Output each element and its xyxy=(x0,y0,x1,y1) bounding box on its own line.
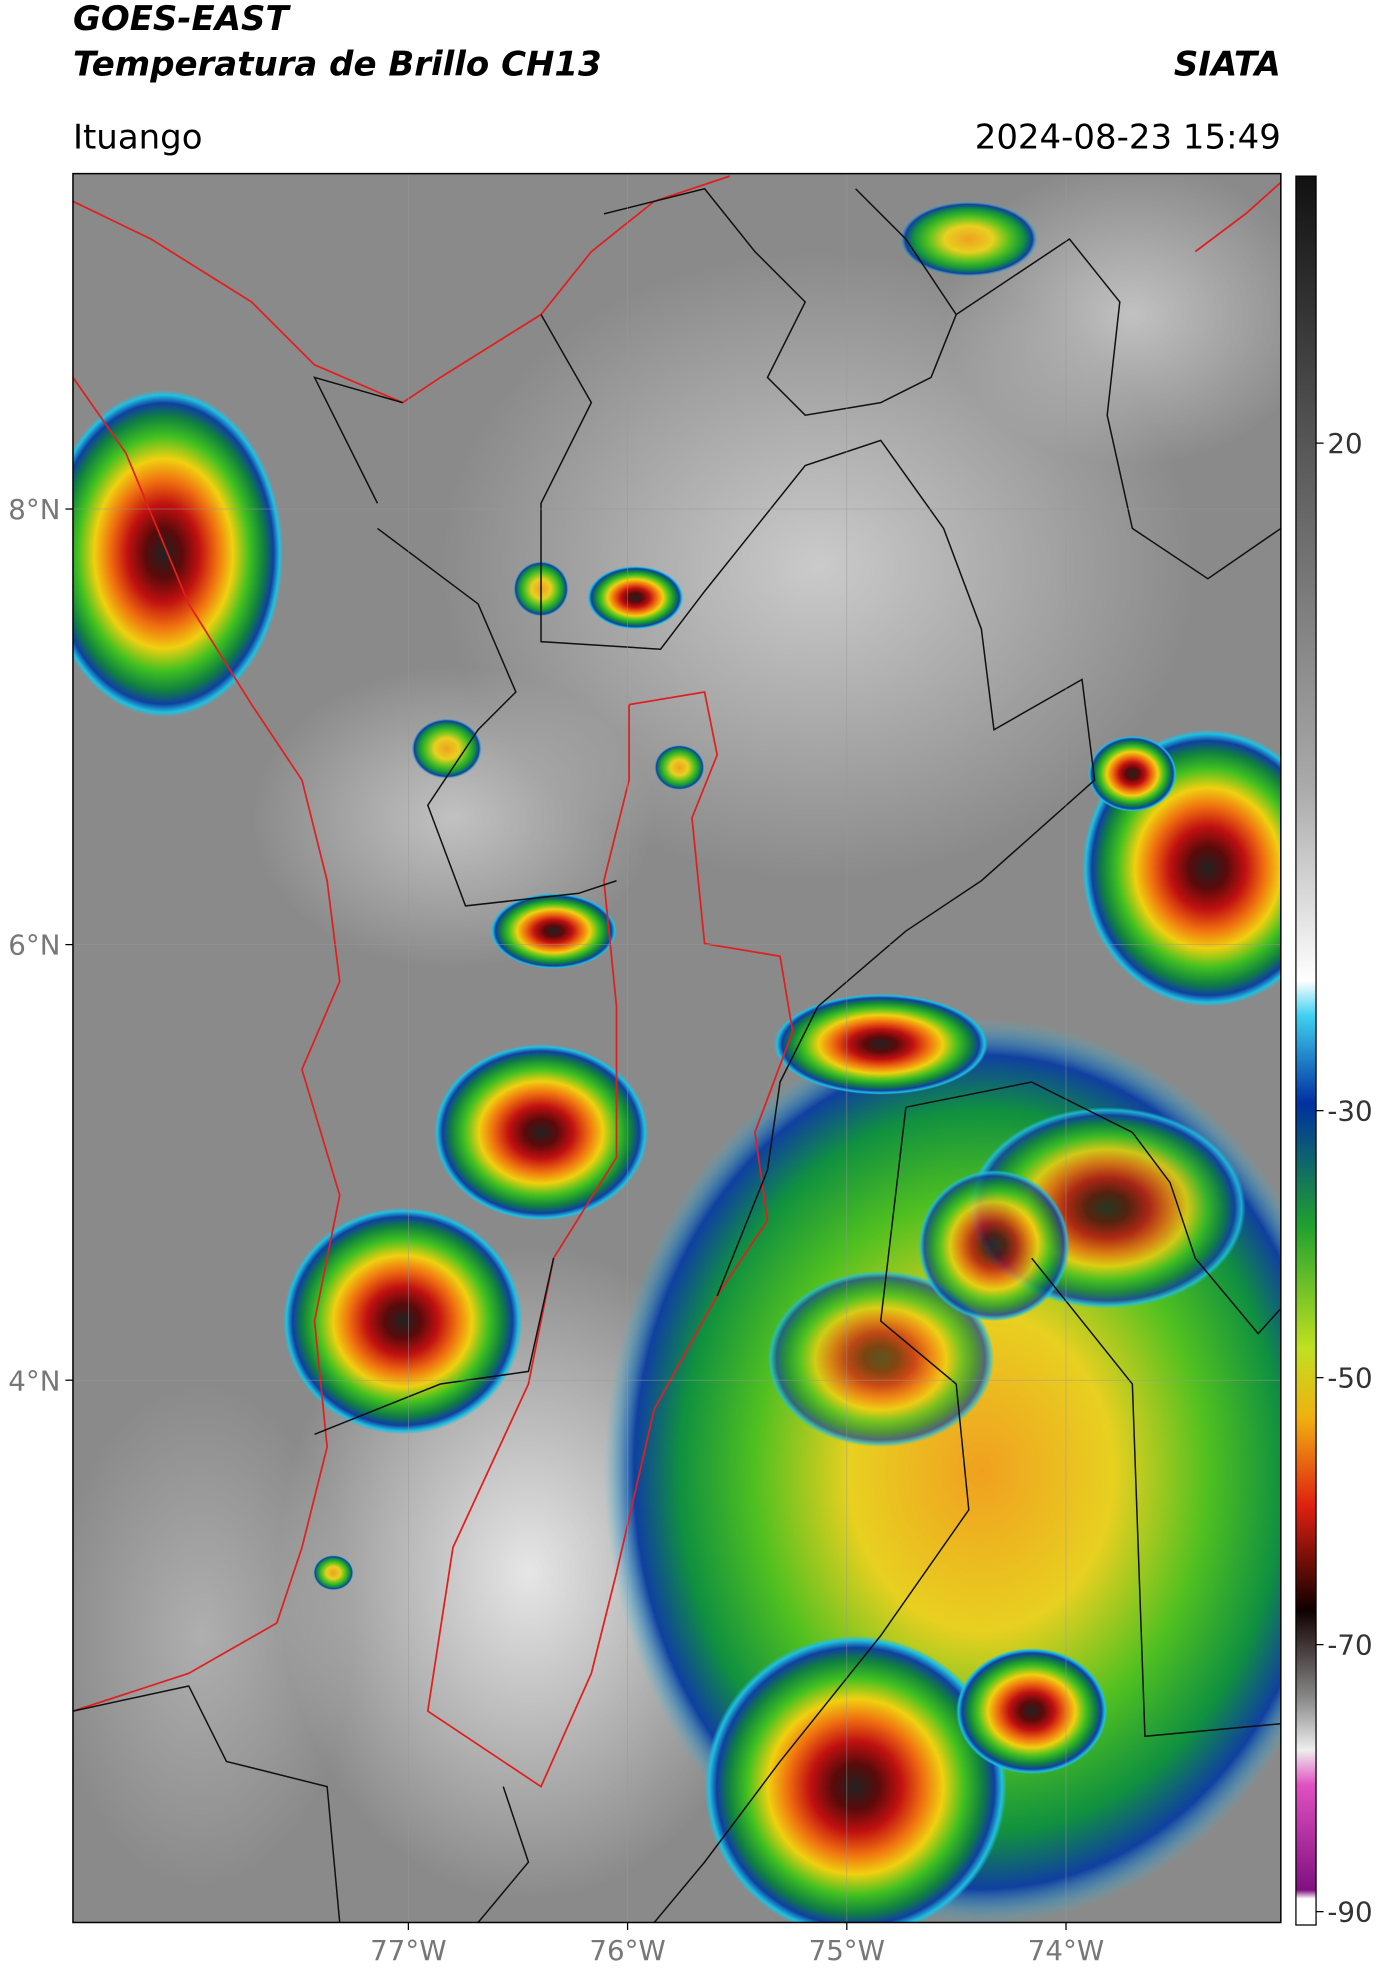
y-tick-label: 4°N xyxy=(8,1364,60,1397)
y-tick-label: 8°N xyxy=(8,493,60,526)
graticule xyxy=(72,173,1281,1923)
colorbar xyxy=(1295,175,1317,1926)
colorbar-tick-label: -50 xyxy=(1327,1362,1372,1395)
source: SIATA xyxy=(1174,44,1281,84)
subtitle: Temperatura de Brillo CH13 xyxy=(73,44,602,84)
title: GOES-EAST xyxy=(73,0,291,39)
x-tick-label: 74°W xyxy=(1028,1934,1104,1967)
map-frame xyxy=(72,172,1282,1924)
location: Ituango xyxy=(73,117,203,157)
x-tick-label: 76°W xyxy=(589,1934,665,1967)
colorbar-tick-label: 20 xyxy=(1327,427,1362,460)
y-tick-label: 6°N xyxy=(8,929,60,962)
x-tick-label: 77°W xyxy=(370,1934,446,1967)
datetime: 2024-08-23 15:49 xyxy=(975,117,1281,157)
colorbar-tick-label: -30 xyxy=(1327,1095,1372,1128)
colorbar-tick-label: -90 xyxy=(1327,1896,1372,1929)
colorbar-tick-label: -70 xyxy=(1327,1629,1372,1662)
satellite-image xyxy=(72,173,1281,1923)
x-tick-label: 75°W xyxy=(809,1934,885,1967)
